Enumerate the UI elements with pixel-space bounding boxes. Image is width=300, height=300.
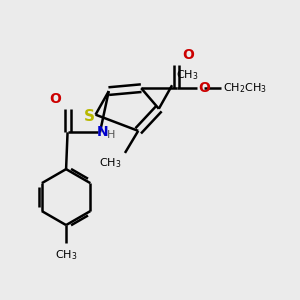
Text: H: H (107, 130, 115, 140)
Text: CH$_3$: CH$_3$ (176, 68, 198, 82)
Text: N: N (97, 125, 108, 139)
Text: CH$_2$CH$_3$: CH$_2$CH$_3$ (223, 81, 267, 95)
Text: O: O (49, 92, 61, 106)
Text: O: O (182, 48, 194, 62)
Text: S: S (83, 109, 94, 124)
Text: CH$_3$: CH$_3$ (99, 157, 122, 170)
Text: CH$_3$: CH$_3$ (55, 248, 77, 262)
Text: O: O (198, 81, 210, 95)
